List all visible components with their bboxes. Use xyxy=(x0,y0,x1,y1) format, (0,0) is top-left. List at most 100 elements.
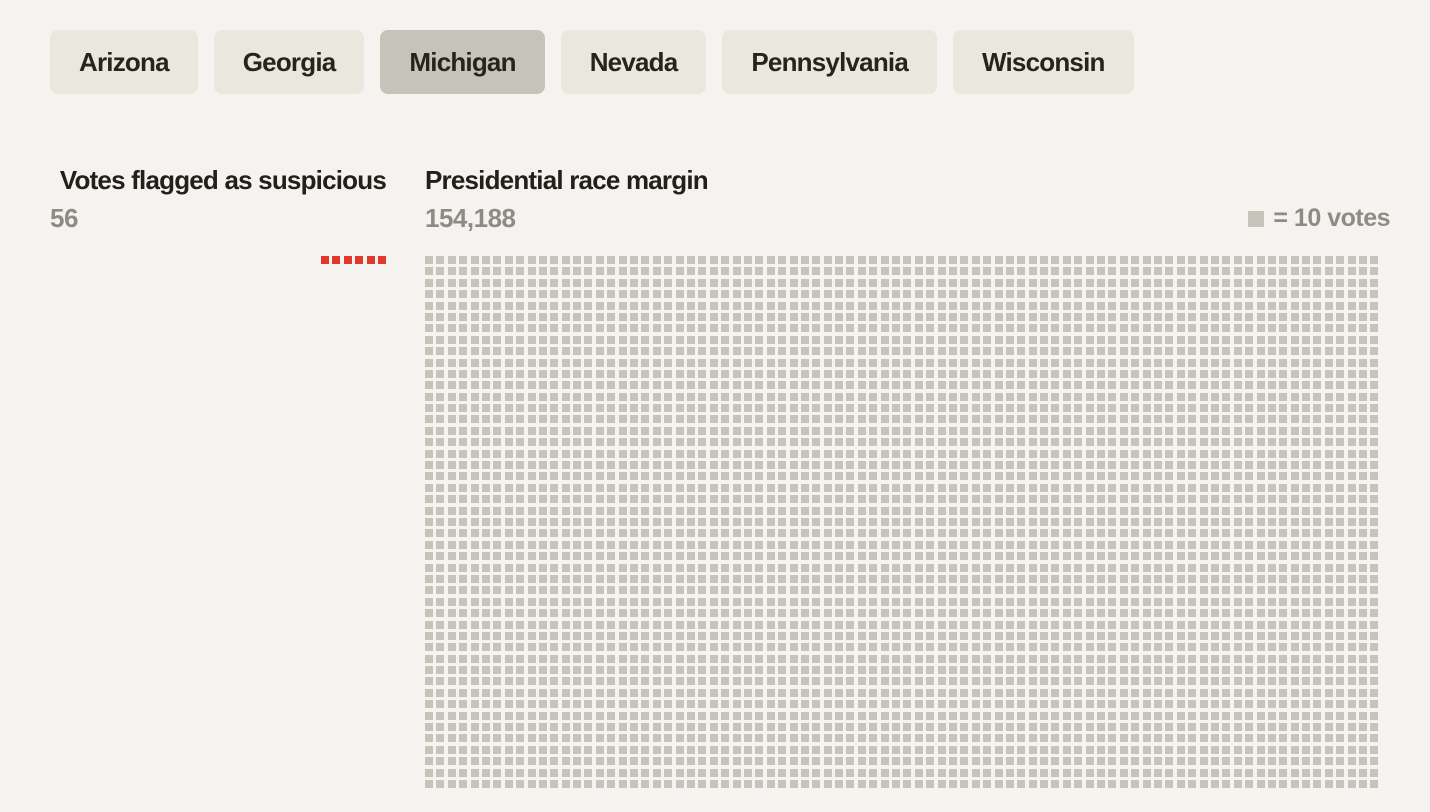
waffle-square xyxy=(903,324,912,333)
tab-pennsylvania[interactable]: Pennsylvania xyxy=(722,30,937,94)
waffle-square xyxy=(584,369,593,378)
waffle-square xyxy=(1085,381,1094,390)
waffle-square xyxy=(857,552,866,561)
tab-michigan[interactable]: Michigan xyxy=(380,30,545,94)
waffle-square xyxy=(1097,745,1106,754)
waffle-square xyxy=(1074,472,1083,481)
waffle-square xyxy=(675,723,684,732)
waffle-square xyxy=(800,552,809,561)
waffle-square xyxy=(1188,449,1197,458)
waffle-square xyxy=(903,643,912,652)
waffle-square xyxy=(709,347,718,356)
waffle-square xyxy=(1005,392,1014,401)
waffle-square xyxy=(618,734,627,743)
waffle-square xyxy=(880,734,889,743)
waffle-square xyxy=(686,392,695,401)
waffle-square xyxy=(641,324,650,333)
waffle-square xyxy=(1051,757,1060,766)
waffle-square xyxy=(994,757,1003,766)
waffle-square xyxy=(1005,335,1014,344)
waffle-square xyxy=(573,392,582,401)
waffle-square xyxy=(1222,574,1231,583)
waffle-square xyxy=(1085,290,1094,299)
waffle-square xyxy=(698,745,707,754)
waffle-square xyxy=(835,517,844,526)
waffle-square xyxy=(652,483,661,492)
waffle-square xyxy=(698,643,707,652)
waffle-square xyxy=(584,290,593,299)
waffle-square xyxy=(1199,734,1208,743)
waffle-square xyxy=(948,779,957,788)
waffle-square xyxy=(1347,312,1356,321)
waffle-square xyxy=(584,312,593,321)
waffle-square xyxy=(652,278,661,287)
waffle-square xyxy=(1028,267,1037,276)
waffle-square xyxy=(1256,483,1265,492)
waffle-square xyxy=(1267,540,1276,549)
waffle-square xyxy=(1313,290,1322,299)
waffle-square xyxy=(481,563,490,572)
waffle-square xyxy=(527,654,536,663)
waffle-square xyxy=(1267,586,1276,595)
waffle-square xyxy=(857,335,866,344)
waffle-square xyxy=(823,552,832,561)
waffle-square xyxy=(994,666,1003,675)
tab-wisconsin[interactable]: Wisconsin xyxy=(953,30,1134,94)
waffle-square xyxy=(1302,495,1311,504)
waffle-square xyxy=(971,711,980,720)
waffle-square xyxy=(789,506,798,515)
waffle-square xyxy=(607,461,616,470)
waffle-square xyxy=(823,392,832,401)
waffle-square xyxy=(948,757,957,766)
waffle-square xyxy=(1051,381,1060,390)
waffle-square xyxy=(527,597,536,606)
waffle-square xyxy=(618,506,627,515)
waffle-square xyxy=(675,574,684,583)
waffle-square xyxy=(994,597,1003,606)
tab-nevada[interactable]: Nevada xyxy=(560,30,707,94)
waffle-square xyxy=(538,609,547,618)
waffle-square xyxy=(1051,369,1060,378)
waffle-square xyxy=(1313,654,1322,663)
waffle-square xyxy=(812,517,821,526)
waffle-square xyxy=(983,563,992,572)
waffle-square xyxy=(1142,256,1151,264)
tab-georgia[interactable]: Georgia xyxy=(213,30,365,94)
waffle-square xyxy=(584,768,593,777)
waffle-square xyxy=(1233,768,1242,777)
waffle-square xyxy=(1074,666,1083,675)
waffle-square xyxy=(1154,426,1162,435)
waffle-square xyxy=(766,438,775,447)
waffle-square xyxy=(1188,472,1197,481)
waffle-square xyxy=(892,757,901,766)
waffle-square xyxy=(1267,472,1276,481)
waffle-square xyxy=(675,586,684,595)
waffle-square xyxy=(926,324,935,333)
waffle-square xyxy=(675,631,684,640)
waffle-square xyxy=(1131,711,1140,720)
waffle-square xyxy=(1245,779,1254,788)
waffle-square xyxy=(1336,312,1345,321)
waffle-square xyxy=(584,574,593,583)
waffle-square xyxy=(1256,438,1265,447)
waffle-square xyxy=(1302,779,1311,788)
waffle-square xyxy=(937,267,946,276)
waffle-square xyxy=(573,335,582,344)
waffle-square xyxy=(686,312,695,321)
waffle-square xyxy=(1040,392,1049,401)
waffle-square xyxy=(1188,404,1197,413)
waffle-square xyxy=(1336,438,1345,447)
waffle-square xyxy=(1222,563,1231,572)
waffle-square xyxy=(1324,620,1333,629)
waffle-square xyxy=(1188,347,1197,356)
waffle-square xyxy=(846,734,855,743)
waffle-square xyxy=(835,426,844,435)
waffle-square xyxy=(607,495,616,504)
tab-arizona[interactable]: Arizona xyxy=(50,30,198,94)
waffle-square xyxy=(1256,723,1265,732)
waffle-square xyxy=(595,358,604,367)
waffle-square xyxy=(1017,301,1026,310)
waffle-square xyxy=(892,768,901,777)
waffle-square xyxy=(527,278,536,287)
waffle-square xyxy=(538,335,547,344)
